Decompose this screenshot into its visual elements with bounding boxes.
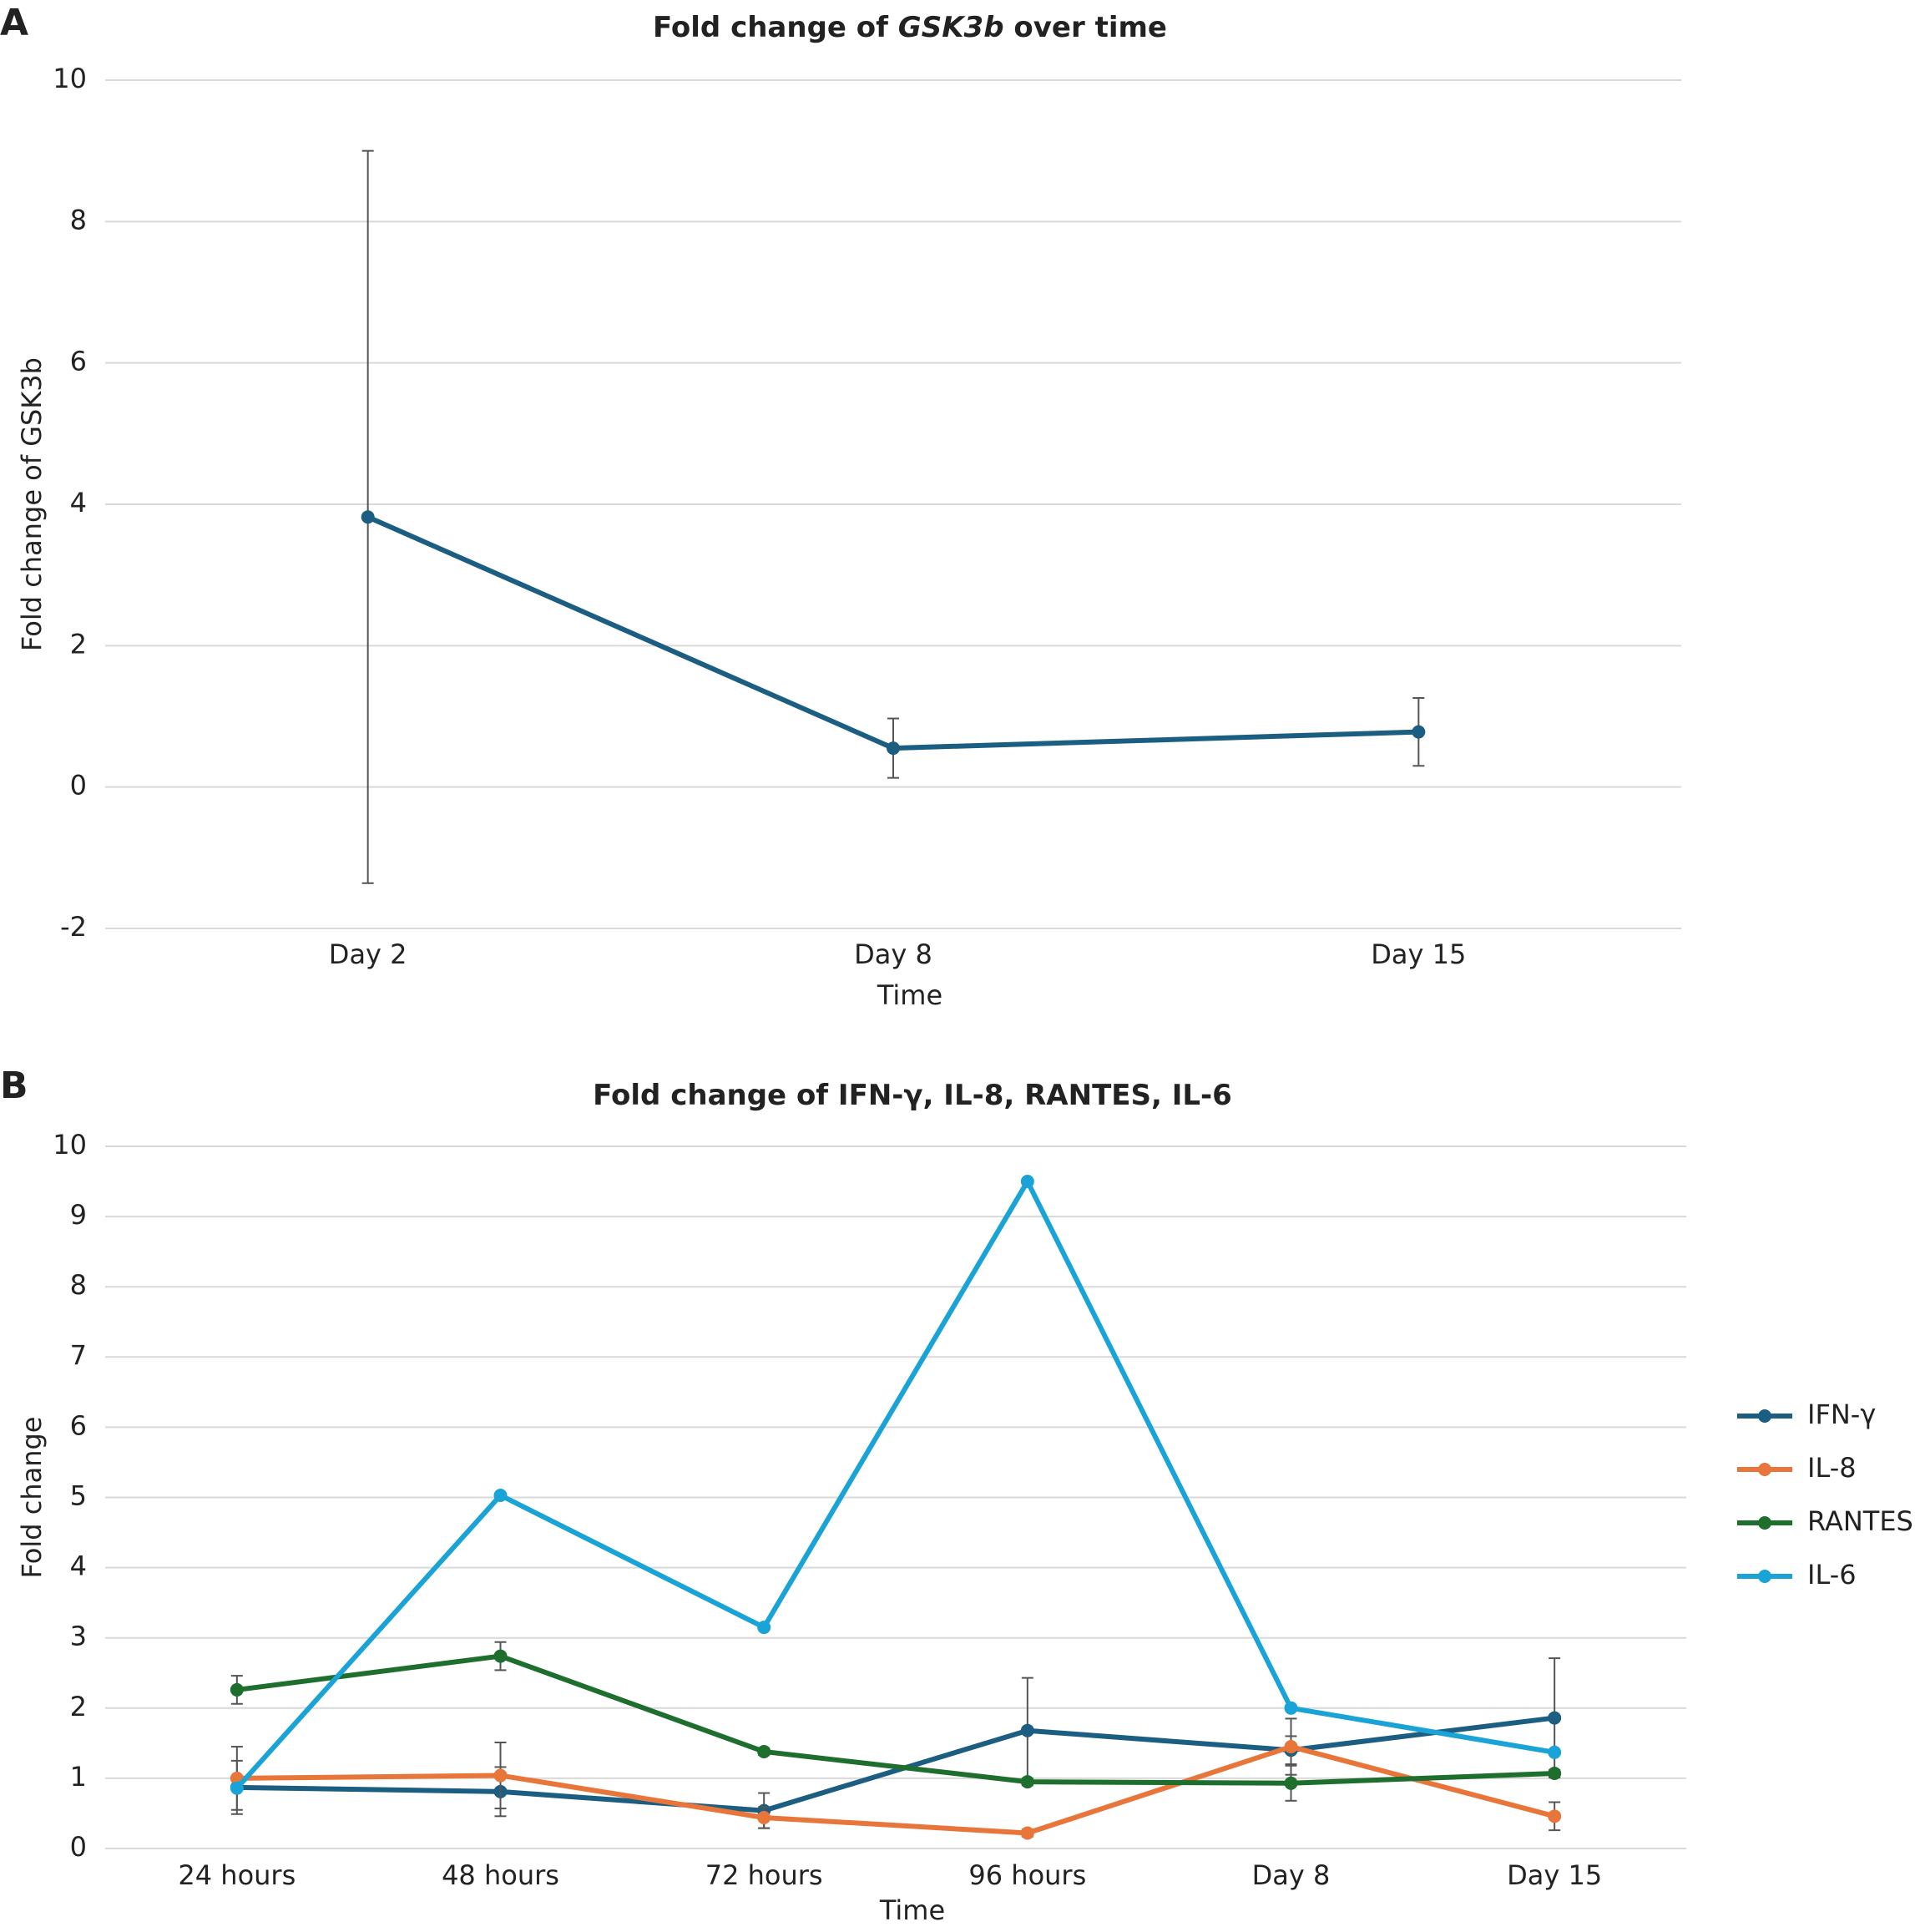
y-axis-label: Fold change	[16, 1417, 48, 1579]
marker	[230, 1682, 244, 1697]
marker	[493, 1768, 508, 1783]
legend-marker	[1758, 1570, 1771, 1583]
y-tick-label: 2	[70, 1691, 87, 1722]
chart-title: Fold change of GSK3b over time	[653, 11, 1167, 44]
x-axis-label: Time	[877, 979, 942, 1011]
marker	[1284, 1776, 1298, 1790]
marker	[1020, 1826, 1034, 1840]
series-line	[236, 1744, 1555, 1836]
title-part: GSK3b	[898, 11, 1004, 44]
marker	[1412, 725, 1426, 739]
marker	[1548, 1767, 1562, 1781]
marker	[1020, 1775, 1034, 1789]
marker	[361, 510, 375, 524]
x-tick-label: Day 8	[854, 938, 932, 970]
marker	[1548, 1809, 1562, 1823]
legend-label: IL-8	[1807, 1452, 1857, 1484]
y-tick-label: 1	[70, 1761, 87, 1793]
x-tick-label: Day 8	[1252, 1859, 1331, 1891]
series-line	[366, 514, 1419, 751]
legend-marker	[1758, 1409, 1771, 1423]
y-tick-label: 0	[70, 770, 87, 802]
marker	[493, 1488, 508, 1502]
marker	[1284, 1740, 1298, 1754]
y-tick-label: 2	[70, 628, 87, 660]
legend-label: RANTES	[1807, 1505, 1913, 1537]
y-tick-label: 6	[70, 346, 87, 377]
legend-marker	[1758, 1463, 1771, 1476]
panel-label: B	[0, 1065, 28, 1107]
marker	[757, 1810, 771, 1824]
y-tick-label: 10	[53, 1129, 87, 1161]
x-tick-label: 24 hours	[178, 1859, 296, 1891]
panel-label: A	[0, 2, 28, 44]
x-tick-label: 96 hours	[968, 1859, 1086, 1891]
marker	[1548, 1745, 1562, 1759]
title-part: Fold change of IFN-γ, IL-8, RANTES, IL-6	[593, 1079, 1232, 1112]
x-tick-label: Day 15	[1507, 1859, 1602, 1891]
series-line	[236, 1653, 1555, 1786]
y-tick-label: 5	[70, 1480, 87, 1512]
marker	[493, 1649, 508, 1663]
chart-title: Fold change of IFN-γ, IL-8, RANTES, IL-6	[593, 1079, 1232, 1112]
x-tick-label: 48 hours	[442, 1859, 559, 1891]
y-tick-label: -2	[60, 911, 87, 943]
title-part: Fold change of	[653, 11, 898, 44]
legend-marker	[1758, 1516, 1771, 1530]
marker	[1020, 1175, 1034, 1189]
y-axis-label: Fold change of GSK3b	[16, 357, 48, 651]
y-tick-label: 6	[70, 1409, 87, 1441]
y-tick-label: 7	[70, 1339, 87, 1371]
marker	[230, 1781, 244, 1795]
legend-label: IL-6	[1807, 1559, 1857, 1591]
marker	[757, 1744, 771, 1758]
marker	[887, 741, 900, 756]
y-tick-label: 4	[70, 487, 87, 518]
x-tick-label: 72 hours	[705, 1859, 823, 1891]
marker	[1020, 1723, 1034, 1737]
y-tick-label: 3	[70, 1621, 87, 1652]
marker	[1284, 1701, 1298, 1715]
y-tick-label: 9	[70, 1199, 87, 1231]
y-tick-label: 8	[70, 204, 87, 235]
series-line	[236, 1715, 1555, 1813]
title-part: over time	[1004, 11, 1167, 44]
marker	[1548, 1711, 1562, 1725]
x-axis-label: Time	[879, 1894, 945, 1926]
series-line	[235, 1179, 1555, 1790]
marker	[757, 1621, 771, 1635]
y-tick-label: 0	[70, 1831, 87, 1863]
x-tick-label: Day 2	[329, 938, 407, 970]
legend-label: IFN-γ	[1807, 1398, 1876, 1430]
y-tick-label: 8	[70, 1269, 87, 1301]
x-tick-label: Day 15	[1371, 938, 1466, 970]
y-tick-label: 4	[70, 1550, 87, 1582]
y-tick-label: 10	[53, 63, 87, 94]
